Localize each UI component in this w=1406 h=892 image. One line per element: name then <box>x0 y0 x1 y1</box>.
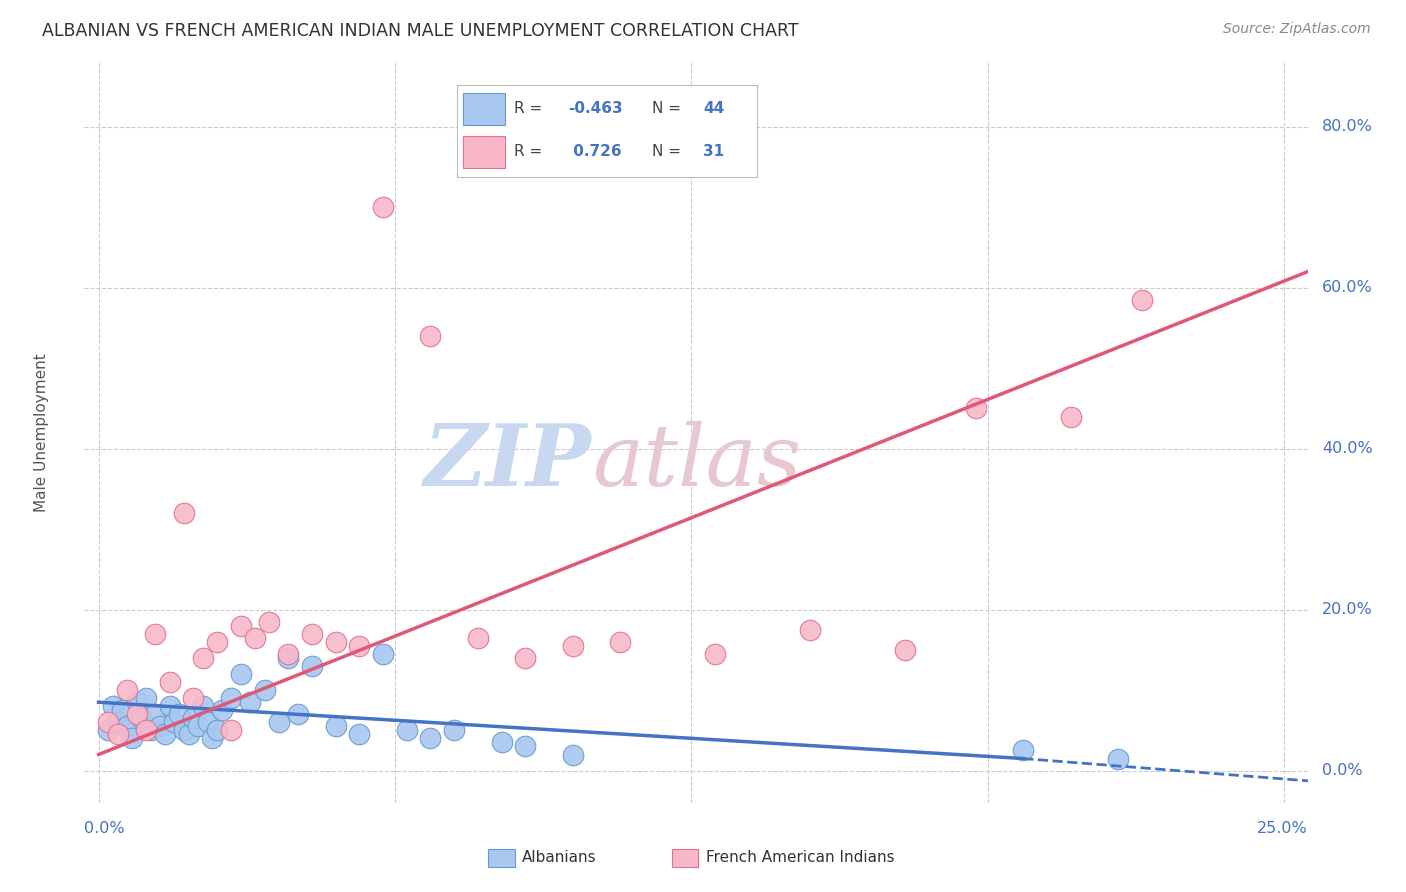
Point <box>301 627 323 641</box>
Point <box>125 695 148 709</box>
Point <box>561 639 583 653</box>
Point <box>101 699 124 714</box>
Point <box>467 631 489 645</box>
Text: 25.0%: 25.0% <box>1257 822 1308 837</box>
Text: Male Unemployment: Male Unemployment <box>34 353 49 512</box>
Point <box>253 683 276 698</box>
Point <box>173 723 195 738</box>
Point <box>153 727 176 741</box>
Point <box>515 739 537 754</box>
Text: Albanians: Albanians <box>522 850 598 865</box>
Point <box>371 200 394 214</box>
Point <box>97 723 120 738</box>
Point <box>277 651 299 665</box>
Text: 20.0%: 20.0% <box>1322 602 1374 617</box>
Point <box>1130 293 1153 307</box>
Point <box>145 627 167 641</box>
Point <box>115 683 138 698</box>
Point <box>159 699 181 714</box>
Text: 0.0%: 0.0% <box>84 822 125 837</box>
Point <box>163 715 186 730</box>
Point <box>239 695 262 709</box>
Point <box>703 647 725 661</box>
Text: atlas: atlas <box>592 421 801 504</box>
Text: 40.0%: 40.0% <box>1322 442 1374 456</box>
Point <box>221 723 243 738</box>
Point <box>115 719 138 733</box>
Point <box>1012 743 1035 757</box>
Point <box>135 723 157 738</box>
Point <box>229 619 252 633</box>
Point <box>187 719 209 733</box>
Point <box>395 723 418 738</box>
Point <box>183 711 205 725</box>
Point <box>443 723 465 738</box>
Text: 0.0%: 0.0% <box>1322 764 1362 778</box>
Point <box>229 667 252 681</box>
Point <box>301 659 323 673</box>
Point <box>221 691 243 706</box>
Point <box>799 623 821 637</box>
Point <box>107 727 129 741</box>
Point <box>243 631 266 645</box>
Point <box>349 639 371 653</box>
Point <box>419 731 441 746</box>
Point <box>561 747 583 762</box>
Point <box>419 329 441 343</box>
Point <box>211 703 233 717</box>
Point <box>135 691 157 706</box>
Point <box>201 731 224 746</box>
Point <box>149 719 172 733</box>
Point <box>1059 409 1081 424</box>
Point <box>609 635 631 649</box>
Point <box>205 635 228 649</box>
Point <box>145 707 167 722</box>
Point <box>893 643 915 657</box>
Point <box>515 651 537 665</box>
Bar <box>672 848 699 867</box>
Text: ZIP: ZIP <box>425 420 592 504</box>
Text: 60.0%: 60.0% <box>1322 280 1374 295</box>
Point <box>259 615 281 629</box>
Point <box>277 647 299 661</box>
Point <box>491 735 513 749</box>
Point <box>267 715 290 730</box>
Point <box>191 699 214 714</box>
Point <box>159 675 181 690</box>
Point <box>191 651 214 665</box>
Text: French American Indians: French American Indians <box>706 850 894 865</box>
Point <box>371 647 394 661</box>
Point <box>349 727 371 741</box>
Point <box>325 635 347 649</box>
Text: ALBANIAN VS FRENCH AMERICAN INDIAN MALE UNEMPLOYMENT CORRELATION CHART: ALBANIAN VS FRENCH AMERICAN INDIAN MALE … <box>42 22 799 40</box>
Bar <box>488 848 515 867</box>
Text: Source: ZipAtlas.com: Source: ZipAtlas.com <box>1223 22 1371 37</box>
Point <box>111 703 134 717</box>
Point <box>287 707 309 722</box>
Point <box>325 719 347 733</box>
Point <box>173 506 195 520</box>
Point <box>183 691 205 706</box>
Text: 80.0%: 80.0% <box>1322 120 1374 135</box>
Point <box>107 715 129 730</box>
Point <box>121 731 143 746</box>
Point <box>129 711 152 725</box>
Point <box>139 723 162 738</box>
Point <box>205 723 228 738</box>
Point <box>97 715 120 730</box>
Point <box>177 727 200 741</box>
Point <box>1107 751 1129 765</box>
Point <box>197 715 219 730</box>
Point <box>167 707 190 722</box>
Point <box>125 707 148 722</box>
Point <box>965 401 987 416</box>
